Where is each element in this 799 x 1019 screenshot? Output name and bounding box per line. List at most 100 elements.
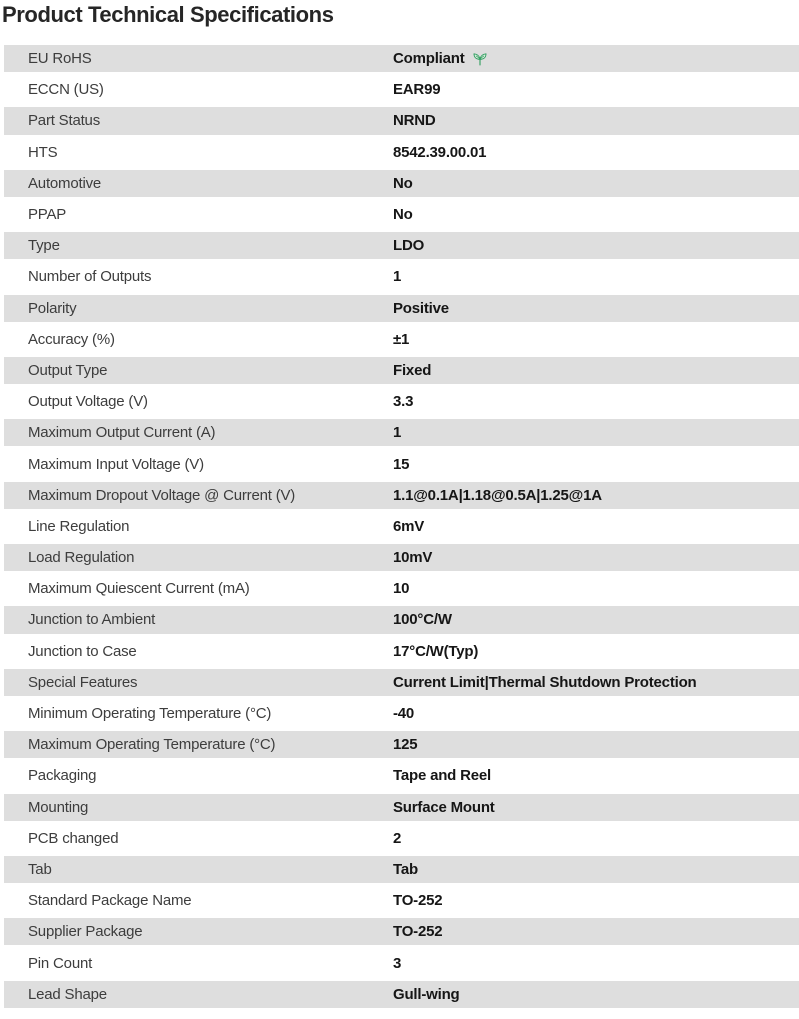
spec-row: Mounting Surface Mount [4,791,799,823]
spec-label: Junction to Ambient [28,611,156,629]
spec-row: Type LDO [4,230,799,262]
spec-row: Maximum Quiescent Current (mA) 10 [4,573,799,604]
eco-leaf-icon [472,52,488,66]
spec-value: No [393,206,413,224]
spec-value-wrap: 3 [393,955,401,972]
spec-row: Polarity Positive [4,292,799,324]
spec-value: LDO [393,237,425,255]
spec-label: Maximum Quiescent Current (mA) [28,580,250,598]
spec-label: HTS [28,143,58,161]
spec-value: Tape and Reel [393,767,491,785]
spec-value: Current Limit|Thermal Shutdown Protectio… [393,673,697,691]
spec-value: Surface Mount [393,798,495,816]
spec-value-wrap: 10mV [393,549,432,566]
spec-value-wrap: TO-252 [393,892,443,910]
spec-row: Accuracy (%) ±1 [4,324,799,355]
spec-label: PCB changed [28,829,119,847]
spec-row: PCB changed 2 [4,823,799,854]
spec-value: -40 [393,705,415,723]
spec-value-wrap: Fixed [393,362,431,379]
spec-row: Maximum Operating Temperature (°C) 125 [4,729,799,761]
spec-label: Automotive [28,174,102,192]
spec-label: Minimum Operating Temperature (°C) [28,705,272,723]
spec-label: Standard Package Name [28,892,192,910]
spec-value-wrap: TO-252 [393,923,443,941]
spec-value-wrap: 3.3 [393,393,413,410]
spec-value: 10 [393,580,410,598]
spec-row: Packaging Tape and Reel [4,760,799,791]
spec-label: Load Regulation [28,549,135,567]
spec-value: 15 [393,455,410,473]
spec-value-wrap: No [393,206,413,223]
spec-row: Part Status NRND [4,105,799,137]
spec-value-wrap: 6mV [393,518,424,535]
spec-value-wrap: Tape and Reel [393,767,491,784]
spec-value: NRND [393,112,436,130]
spec-row: Maximum Output Current (A) 1 [4,417,799,449]
spec-value-wrap: 125 [393,736,418,754]
spec-label: Number of Outputs [28,268,152,286]
spec-value: TO-252 [393,923,443,941]
spec-label: PPAP [28,206,67,224]
spec-row: Output Voltage (V) 3.3 [4,386,799,417]
spec-label: Tab [28,860,52,878]
spec-value: Fixed [393,361,432,379]
spec-label: Maximum Output Current (A) [28,424,216,442]
spec-label: Mounting [28,798,89,816]
spec-table: EU RoHS Compliant ECCN (US) EAR99 Part Statu… [4,43,799,1010]
spec-value-wrap: 17°C/W(Typ) [393,643,478,660]
spec-value-wrap: 1.1@0.1A|1.18@0.5A|1.25@1A [393,487,602,504]
spec-value-wrap: Surface Mount [393,799,495,816]
spec-label: Supplier Package [28,923,143,941]
spec-label: Accuracy (%) [28,330,115,348]
spec-label: ECCN (US) [28,81,104,99]
spec-value: 3.3 [393,393,414,411]
spec-label: Special Features [28,673,138,691]
spec-value: 1 [393,268,402,286]
spec-value: 6mV [393,517,425,535]
spec-row: EU RoHS Compliant [4,43,799,75]
spec-value-wrap: -40 [393,705,414,722]
spec-row: Special Features Current Limit|Thermal Sh… [4,666,799,698]
spec-value: 10mV [393,549,433,567]
spec-value: 3 [393,954,402,972]
spec-row: Junction to Case 17°C/W(Typ) [4,636,799,667]
spec-label: Packaging [28,767,97,785]
spec-row: Tab Tab [4,853,799,886]
spec-value: TO-252 [393,892,443,910]
spec-value-wrap: NRND [393,112,436,129]
spec-label: Output Voltage (V) [28,393,148,411]
spec-value: Gull-wing [393,985,460,1003]
page-title: Product Technical Specifications [2,2,334,27]
spec-value-wrap: No [393,175,413,192]
spec-row: Lead Shape Gull-wing [4,978,799,1010]
spec-value-wrap: 1 [393,268,401,285]
spec-value: 8542.39.00.01 [393,143,487,161]
spec-value: 1 [393,424,402,442]
spec-label: Lead Shape [28,985,107,1003]
spec-row: Maximum Dropout Voltage @ Current (V) 1.1… [4,479,799,511]
spec-label: Part Status [28,112,101,130]
spec-row: Pin Count 3 [4,947,799,978]
spec-row: Line Regulation 6mV [4,511,799,542]
spec-row: Maximum Input Voltage (V) 15 [4,448,799,479]
spec-label: Maximum Input Voltage (V) [28,455,204,473]
spec-row: Automotive No [4,167,799,199]
spec-value-wrap: 15 [393,455,410,473]
spec-value-wrap: ±1 [393,331,409,348]
spec-row: Minimum Operating Temperature (°C) -40 [4,698,799,729]
spec-row: Supplier Package TO-252 [4,916,799,948]
spec-value-wrap: LDO [393,237,424,254]
spec-row: Output Type Fixed [4,354,799,387]
spec-label: EU RoHS [28,50,92,68]
spec-value-wrap: Tab [393,861,418,878]
spec-label: Polarity [28,299,77,317]
spec-value-wrap: Current Limit|Thermal Shutdown Protectio… [393,674,697,691]
spec-value-wrap: 10 [393,580,410,598]
spec-value: 1.1@0.1A|1.18@0.5A|1.25@1A [393,486,602,504]
spec-value-wrap: EAR99 [393,81,441,98]
spec-value: No [393,174,413,192]
spec-value: 17°C/W(Typ) [393,642,479,660]
spec-value-wrap: Compliant [393,50,488,67]
spec-value: 125 [393,736,418,754]
